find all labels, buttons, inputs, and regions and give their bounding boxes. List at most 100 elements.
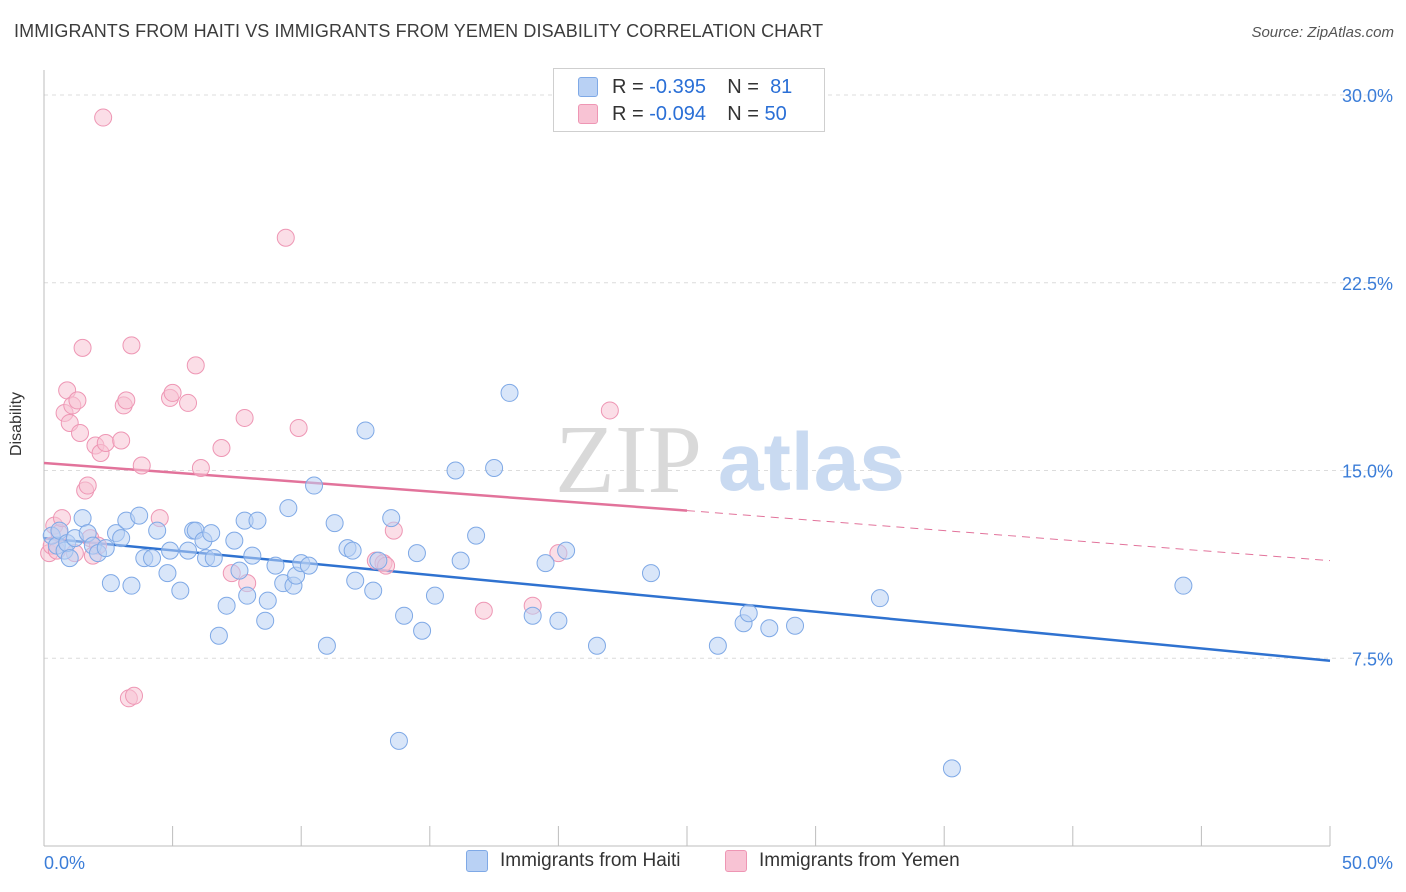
bottom-legend-swatch-yemen [725, 850, 747, 872]
point-haiti [202, 524, 221, 543]
point-haiti [641, 564, 660, 583]
point-haiti [407, 544, 426, 563]
point-haiti [101, 574, 120, 593]
point-yemen [68, 391, 87, 410]
point-haiti [112, 529, 131, 548]
point-haiti [364, 581, 383, 600]
y-tick-label: 30.0% [1342, 86, 1393, 106]
x-tick-label: 0.0% [44, 853, 85, 873]
legend-row-yemen: R = -0.094 N = 50 [578, 102, 787, 126]
trend-line-yemen-extension [686, 510, 1331, 562]
point-yemen [191, 459, 210, 478]
points-haiti [42, 383, 1193, 778]
point-yemen [117, 391, 136, 410]
point-haiti [248, 511, 267, 530]
point-haiti [204, 549, 223, 568]
point-haiti [317, 636, 336, 655]
legend-r-value-yemen: -0.094 [649, 102, 706, 125]
point-yemen [78, 476, 97, 495]
source-credit: Source: ZipAtlas.com [1251, 24, 1394, 41]
legend-r-label: R = [612, 75, 644, 98]
trend-line-haiti [43, 536, 1331, 663]
point-haiti [708, 636, 727, 655]
point-haiti [369, 551, 388, 570]
point-yemen [276, 228, 295, 247]
y-tick-label: 15.0% [1342, 462, 1393, 482]
y-tick-label: 22.5% [1342, 274, 1393, 294]
point-haiti [425, 586, 444, 605]
point-haiti [1174, 576, 1193, 595]
point-haiti [238, 586, 257, 605]
point-yemen [122, 336, 141, 355]
point-yemen [289, 418, 308, 437]
bottom-legend-swatch-haiti [466, 850, 488, 872]
point-haiti [786, 616, 805, 635]
point-haiti [760, 619, 779, 638]
chart-title: IMMIGRANTS FROM HAITI VS IMMIGRANTS FROM… [14, 21, 824, 41]
point-haiti [266, 556, 285, 575]
point-haiti [942, 759, 961, 778]
point-haiti [549, 611, 568, 630]
point-yemen [186, 356, 205, 375]
watermark-atlas: atlas [718, 417, 905, 508]
tick-labels: 7.5% 15.0% 22.5% 30.0% 0.0% 50.0% [44, 86, 1393, 873]
point-haiti [870, 589, 889, 608]
legend: R = -0.395 N = 81 R = -0.094 N = 50 [553, 68, 825, 132]
point-haiti [143, 549, 162, 568]
legend-n-label: N = [727, 75, 759, 98]
point-yemen [94, 108, 113, 127]
point-haiti [389, 731, 408, 750]
point-haiti [346, 571, 365, 590]
point-haiti [256, 611, 275, 630]
point-haiti [122, 576, 141, 595]
point-haiti [209, 626, 228, 645]
point-haiti [299, 556, 318, 575]
point-yemen [132, 456, 151, 475]
point-haiti [171, 581, 190, 600]
axes [43, 70, 1331, 847]
point-haiti [325, 514, 344, 533]
point-yemen [212, 438, 231, 457]
point-yemen [125, 686, 144, 705]
point-yemen [600, 401, 619, 420]
point-haiti [343, 541, 362, 560]
point-haiti [523, 606, 542, 625]
point-haiti [451, 551, 470, 570]
point-haiti [536, 554, 555, 573]
legend-swatch-haiti [578, 77, 598, 97]
legend-n-value-yemen: 50 [764, 102, 787, 125]
point-haiti [356, 421, 375, 440]
point-haiti [258, 591, 277, 610]
point-haiti [158, 564, 177, 583]
trend-line-yemen [43, 461, 688, 512]
y-tick-label: 7.5% [1352, 649, 1393, 669]
legend-r-value-haiti: -0.395 [649, 75, 706, 98]
point-haiti [230, 561, 249, 580]
point-haiti [161, 541, 180, 560]
legend-r-label: R = [612, 102, 644, 125]
bottom-legend-label-haiti: Immigrants from Haiti [500, 850, 681, 871]
point-haiti [500, 383, 519, 402]
point-haiti [587, 636, 606, 655]
point-haiti [557, 541, 576, 560]
point-haiti [413, 621, 432, 640]
point-yemen [112, 431, 131, 450]
point-haiti [305, 476, 324, 495]
x-tick-label: 50.0% [1342, 853, 1393, 873]
point-haiti [148, 521, 167, 540]
point-yemen [73, 338, 92, 357]
point-yemen [474, 601, 493, 620]
watermark: ZIP atlas [555, 406, 905, 514]
bottom-legend-haiti: Immigrants from Haiti [466, 850, 681, 872]
point-haiti [243, 546, 262, 565]
legend-n-label: N = [727, 102, 759, 125]
watermark-zip: ZIP [555, 406, 702, 514]
point-yemen [235, 408, 254, 427]
point-yemen [179, 393, 198, 412]
point-haiti [446, 461, 465, 480]
point-haiti [279, 499, 298, 518]
point-haiti [485, 459, 504, 478]
legend-n-value-haiti: 81 [770, 75, 793, 98]
point-haiti [60, 549, 79, 568]
